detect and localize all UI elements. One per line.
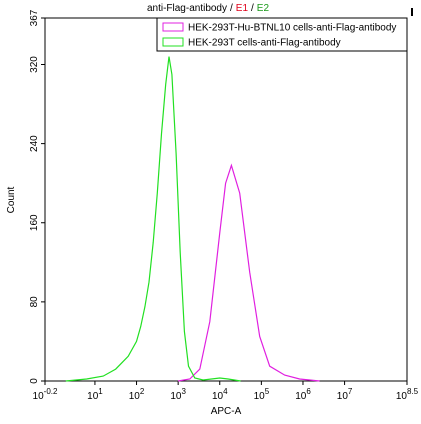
- y-tick-label: 0: [29, 378, 40, 384]
- x-tick-base: 10: [212, 391, 224, 402]
- x-tick-exponent: 5: [265, 387, 270, 396]
- x-tick-base: 10: [254, 391, 266, 402]
- legend-swatch: [162, 37, 184, 47]
- x-tick-base: 10: [33, 391, 45, 402]
- title-part: E1: [236, 3, 249, 14]
- title-part: E2: [257, 3, 270, 14]
- x-tick-label: 102: [129, 387, 145, 402]
- x-tick-exponent: 6: [306, 387, 311, 396]
- y-tick-label: 80: [29, 296, 40, 308]
- series-line: [65, 56, 241, 382]
- legend-label: HEK-293T-Hu-BTNL10 cells-anti-Flag-antib…: [188, 23, 396, 34]
- x-tick-label: 101: [87, 387, 103, 402]
- x-tick-base: 10: [170, 391, 182, 402]
- x-tick-exponent: 8.5: [407, 387, 419, 396]
- x-tick-label: 10-0.2: [33, 387, 58, 402]
- x-tick-exponent: 7: [348, 387, 353, 396]
- legend-box: [156, 17, 408, 52]
- x-tick-label: 108.5: [396, 387, 419, 402]
- x-tick-exponent: 2: [140, 387, 145, 396]
- x-tick-base: 10: [295, 391, 307, 402]
- title-part: /: [230, 3, 233, 14]
- x-tick-label: 106: [295, 387, 311, 402]
- y-tick-label: 240: [29, 135, 40, 152]
- x-tick-base: 10: [396, 391, 408, 402]
- x-tick-base: 10: [87, 391, 99, 402]
- legend-swatch: [162, 22, 184, 32]
- x-tick-base: 10: [337, 391, 349, 402]
- series-line: [177, 163, 320, 382]
- y-tick-label: 320: [29, 56, 40, 73]
- x-tick-exponent: 4: [223, 387, 228, 396]
- title-part: anti-Flag-antibody: [147, 3, 227, 14]
- x-tick-exponent: 3: [181, 387, 186, 396]
- legend-label: HEK-293T cells-anti-Flag-antibody: [188, 38, 341, 49]
- x-tick-label: 104: [212, 387, 228, 402]
- x-tick-exponent: 1: [98, 387, 103, 396]
- x-tick-label: 107: [337, 387, 353, 402]
- plot-frame: [44, 17, 408, 382]
- chart-title: anti-Flag-antibody / E1/E2: [147, 3, 270, 14]
- y-axis-label: Count: [6, 186, 17, 213]
- y-tick-label: 367: [29, 9, 40, 26]
- x-axis-label: APC-A: [211, 406, 242, 417]
- corner-marker: [411, 8, 413, 16]
- y-tick-label: 160: [29, 214, 40, 231]
- x-tick-label: 103: [170, 387, 186, 402]
- title-part: /: [251, 3, 254, 14]
- x-tick-label: 105: [254, 387, 270, 402]
- x-tick-base: 10: [129, 391, 141, 402]
- x-tick-exponent: -0.2: [44, 387, 58, 396]
